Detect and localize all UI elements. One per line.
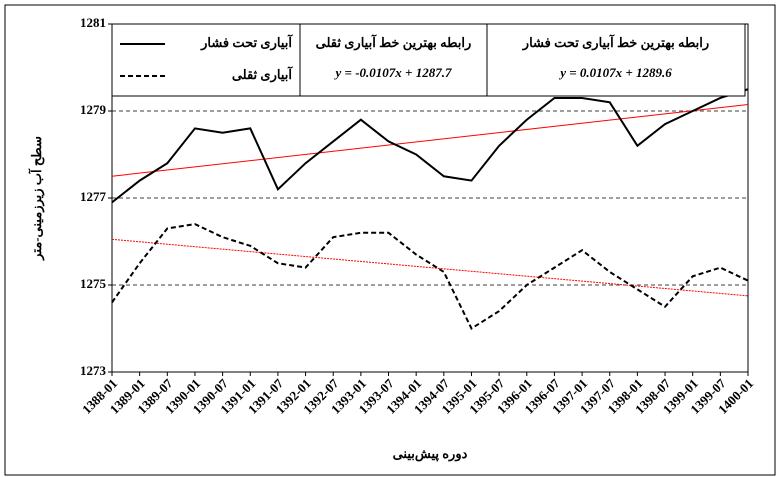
x-axis-title: دوره پیش‌بینی — [393, 446, 468, 462]
series-line — [111, 88, 749, 204]
y-tick-label: 1281 — [80, 15, 106, 30]
annotation-box — [486, 23, 746, 97]
legend — [111, 23, 301, 97]
annotation-title: رابطه بهترین خط آبیاری تحت فشار — [522, 34, 709, 51]
y-tick-label: 1273 — [80, 363, 107, 378]
annotation-equation: y = 0.0107x + 1289.6 — [558, 65, 672, 80]
legend-label: آبیاری تحت فشار — [200, 34, 293, 51]
y-tick-label: 1277 — [80, 189, 107, 204]
y-axis-title: سطح آب زیرزمینی-متر — [28, 136, 45, 261]
series-line — [111, 223, 749, 330]
trend-line — [111, 103, 749, 177]
annotation-equation: y = -0.0107x + 1287.7 — [334, 65, 452, 80]
annotation-box — [299, 23, 488, 97]
trend-line — [111, 238, 749, 297]
annotation-title: رابطه بهترین خط آبیاری ثقلی — [316, 34, 472, 51]
y-tick-label: 1275 — [80, 276, 107, 291]
y-tick-label: 1279 — [80, 102, 107, 117]
legend-label: آبیاری ثقلی — [232, 66, 294, 83]
frame — [4, 4, 776, 476]
